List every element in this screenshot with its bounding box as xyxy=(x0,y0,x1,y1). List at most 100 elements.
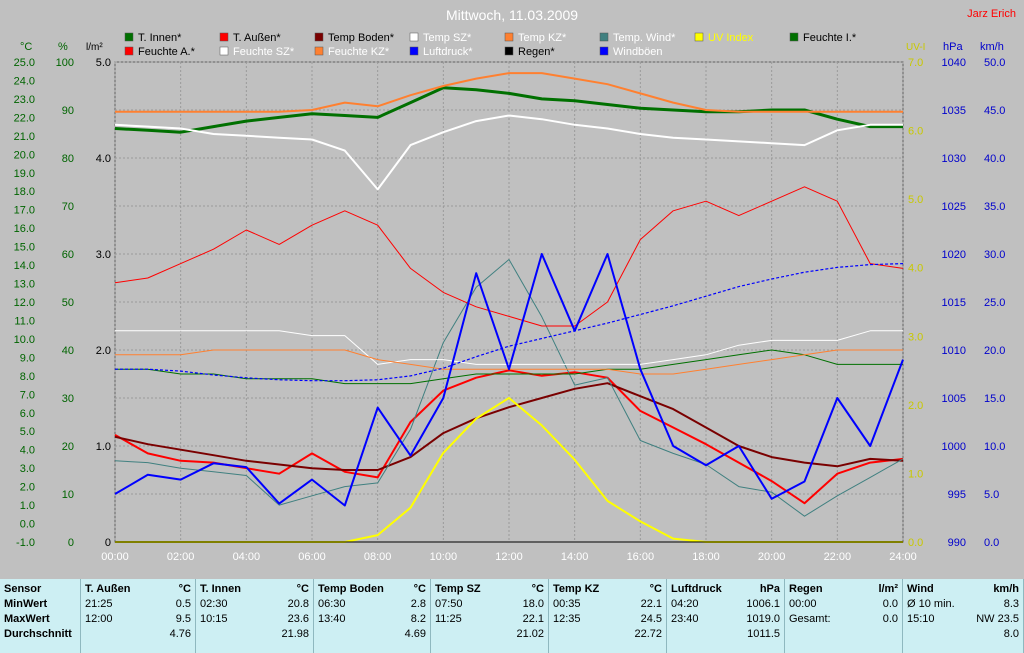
stat-min-value: 2.8 xyxy=(410,598,426,610)
temp-tick-label: 8.0 xyxy=(20,371,35,383)
legend-label: Temp SZ* xyxy=(423,32,472,44)
stat-max-time: 10:15 xyxy=(200,613,228,625)
legend-label: Luftdruck* xyxy=(423,46,473,58)
legend-label: Temp Boden* xyxy=(328,32,395,44)
temp-tick-label: 9.0 xyxy=(20,352,35,364)
stat-row: 21:25 0.5 xyxy=(85,597,191,612)
series-temp-kz xyxy=(115,72,903,113)
humidity-tick-label: 60 xyxy=(62,249,74,261)
humidity-tick-label: 20 xyxy=(62,441,74,453)
temp-tick-label: 21.0 xyxy=(14,131,35,143)
time-tick-label: 12:00 xyxy=(495,551,523,563)
stat-row: 13:40 8.2 xyxy=(318,612,426,627)
stat-avg-value: 21.98 xyxy=(281,628,309,640)
temp-tick-label: 4.0 xyxy=(20,445,35,457)
uv-tick-label: 0.0 xyxy=(908,537,923,549)
stat-block: Temp KZ °C 00:35 22.1 12:35 24.5 22.72 xyxy=(549,579,667,653)
temp-tick-label: 23.0 xyxy=(14,94,35,106)
stat-title: Temp Boden xyxy=(318,583,384,595)
stat-min-time: 02:30 xyxy=(200,598,228,610)
rain-tick-label: 2.0 xyxy=(96,345,111,357)
stat-min-value: 0.0 xyxy=(882,598,898,610)
stat-row: 8.0 xyxy=(907,627,1019,642)
temp-tick-label: 5.0 xyxy=(20,426,35,438)
stat-avg-value: 22.72 xyxy=(634,628,662,640)
legend-swatch xyxy=(124,46,134,56)
legend-swatch xyxy=(124,32,134,42)
chart-title: Mittwoch, 11.03.2009 xyxy=(446,7,578,23)
stat-row: 1011.5 xyxy=(671,627,780,642)
stats-row-labels: Sensor MinWert MaxWert Durchschnitt xyxy=(0,579,81,653)
stat-row: Ø 10 min. 8.3 xyxy=(907,597,1019,612)
temp-tick-label: 1.0 xyxy=(20,500,35,512)
stat-min-time: 21:25 xyxy=(85,598,113,610)
stat-max-time: 11:25 xyxy=(435,613,462,625)
time-tick-label: 24:00 xyxy=(889,551,917,563)
stat-min-time: 07:50 xyxy=(435,598,463,610)
pressure-tick-label: 1040 xyxy=(942,57,966,69)
stat-row: 12:35 24.5 xyxy=(553,612,662,627)
stat-row: Temp Boden °C xyxy=(318,582,426,597)
axis-labels: 25.0 24.0 23.0 22.0 21.0 20.0 19.0 18.0 17.0 16.0… xyxy=(14,41,1006,563)
temp-tick-label: 13.0 xyxy=(14,279,35,291)
stat-row: 23:40 1019.0 xyxy=(671,612,780,627)
stat-max-time: Gesamt: xyxy=(789,613,831,625)
legend-label: Feuchte A.* xyxy=(138,46,196,58)
stat-min-time: 04:20 xyxy=(671,598,699,610)
stats-panel: Sensor MinWert MaxWert Durchschnitt T. A… xyxy=(0,579,1024,653)
wind-tick-label: 50.0 xyxy=(984,57,1005,69)
time-tick-label: 04:00 xyxy=(233,551,261,563)
stat-max-time: 12:00 xyxy=(85,613,113,625)
stat-block: T. Innen °C 02:30 20.8 10:15 23.6 21.98 xyxy=(196,579,314,653)
pressure-tick-label: 1020 xyxy=(942,249,966,261)
stat-row: T. Außen °C xyxy=(85,582,191,597)
legend-swatch xyxy=(789,32,799,42)
stat-row: 00:00 0.0 xyxy=(789,597,898,612)
wind-tick-label: 20.0 xyxy=(984,345,1005,357)
stat-unit: °C xyxy=(649,583,662,595)
rain-tick-label: 5.0 xyxy=(96,57,111,69)
stat-max-value: 1019.0 xyxy=(746,613,780,625)
series-feuchte-i xyxy=(115,349,903,385)
chart-svg: Mittwoch, 11.03.2009 Jarz Erich T. Innen… xyxy=(14,7,1016,563)
legend-swatch xyxy=(314,46,324,56)
stat-unit: °C xyxy=(413,583,426,595)
time-tick-label: 08:00 xyxy=(364,551,392,563)
stat-min-time: 00:35 xyxy=(553,598,581,610)
wind-tick-label: 10.0 xyxy=(984,441,1005,453)
stat-unit: °C xyxy=(531,583,544,595)
pressure-tick-label: 1035 xyxy=(942,105,966,117)
stat-max-value: 8.2 xyxy=(410,613,426,625)
temp-tick-label: 25.0 xyxy=(14,57,35,69)
wind-tick-label: 35.0 xyxy=(984,201,1005,213)
stat-block: Regen l/m² 00:00 0.0 Gesamt: 0.0 xyxy=(785,579,903,653)
legend-swatch xyxy=(219,46,229,56)
stat-avg-value: 8.0 xyxy=(1003,628,1019,640)
humidity-tick-label: 70 xyxy=(62,201,74,213)
pressure-unit-label: hPa xyxy=(943,41,963,53)
pressure-tick-label: 1030 xyxy=(942,153,966,165)
time-tick-label: 16:00 xyxy=(627,551,655,563)
stat-row: Temp SZ °C xyxy=(435,582,544,597)
stat-row: 21.02 xyxy=(435,627,544,642)
stat-row: Wind km/h xyxy=(907,582,1019,597)
humidity-tick-label: 50 xyxy=(62,297,74,309)
stat-avg-value: 1011.5 xyxy=(747,628,780,640)
stat-min-value: 18.0 xyxy=(522,598,544,610)
stat-avg-value: 4.76 xyxy=(169,628,191,640)
legend-swatch xyxy=(504,32,514,42)
legend-label: Regen* xyxy=(518,46,555,58)
rain-tick-label: 3.0 xyxy=(96,249,111,261)
time-tick-label: 06:00 xyxy=(298,551,326,563)
legend-label: Feuchte SZ* xyxy=(233,46,295,58)
stat-unit: °C xyxy=(296,583,309,595)
legend-swatch xyxy=(409,32,419,42)
series-windb-en xyxy=(114,253,904,507)
stat-row: Gesamt: 0.0 xyxy=(789,612,898,627)
stat-min-value: 22.1 xyxy=(640,598,662,610)
stat-unit: °C xyxy=(178,583,191,595)
time-tick-label: 20:00 xyxy=(758,551,786,563)
temp-tick-label: -1.0 xyxy=(16,537,35,549)
legend-swatch xyxy=(219,32,229,42)
stat-title: T. Innen xyxy=(200,583,241,595)
